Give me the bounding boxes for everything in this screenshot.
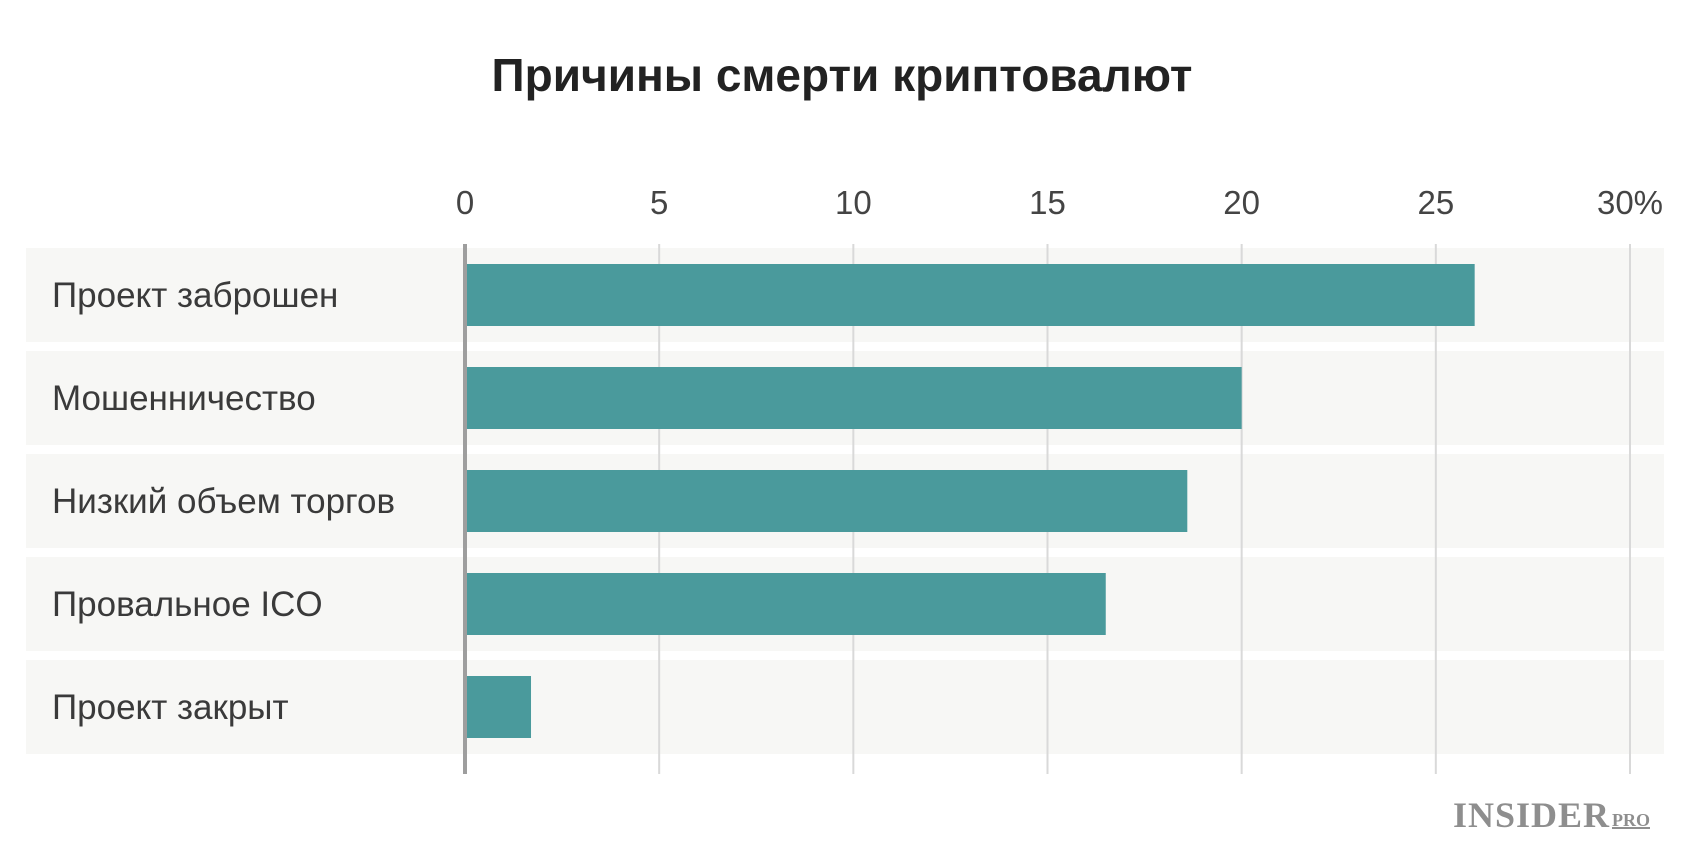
category-label: Проект заброшен: [52, 276, 338, 315]
bar: [465, 264, 1475, 326]
category-label: Мошенничество: [52, 379, 316, 418]
bar: [465, 676, 532, 738]
x-tick-label: 10: [835, 184, 872, 221]
category-labels: Проект заброшен Мошенничество Низкий объем…: [52, 276, 395, 727]
x-tick-label: 5: [650, 184, 668, 221]
bar: [465, 573, 1106, 635]
bar: [465, 367, 1242, 429]
category-label: Проект закрыт: [52, 688, 289, 727]
bars: [465, 264, 1475, 738]
x-tick-label: 15: [1029, 184, 1066, 221]
x-tick-label: 0: [456, 184, 474, 221]
bar: [465, 470, 1188, 532]
x-axis-ticks: 0 5 10 15 20 25 30%: [456, 184, 1663, 221]
x-tick-label: 20: [1223, 184, 1260, 221]
category-label: Низкий объем торгов: [52, 482, 395, 521]
x-tick-label: 30%: [1597, 184, 1663, 221]
chart-title: Причины смерти криптовалют: [491, 49, 1193, 101]
x-tick-label: 25: [1417, 184, 1454, 221]
logo-text: INSIDER: [1452, 795, 1610, 835]
insider-pro-logo: INSIDER PRO: [1453, 797, 1650, 833]
logo-subtext: PRO: [1612, 810, 1650, 830]
row-background: [26, 660, 1664, 754]
category-label: Провальное ICO: [52, 585, 323, 624]
